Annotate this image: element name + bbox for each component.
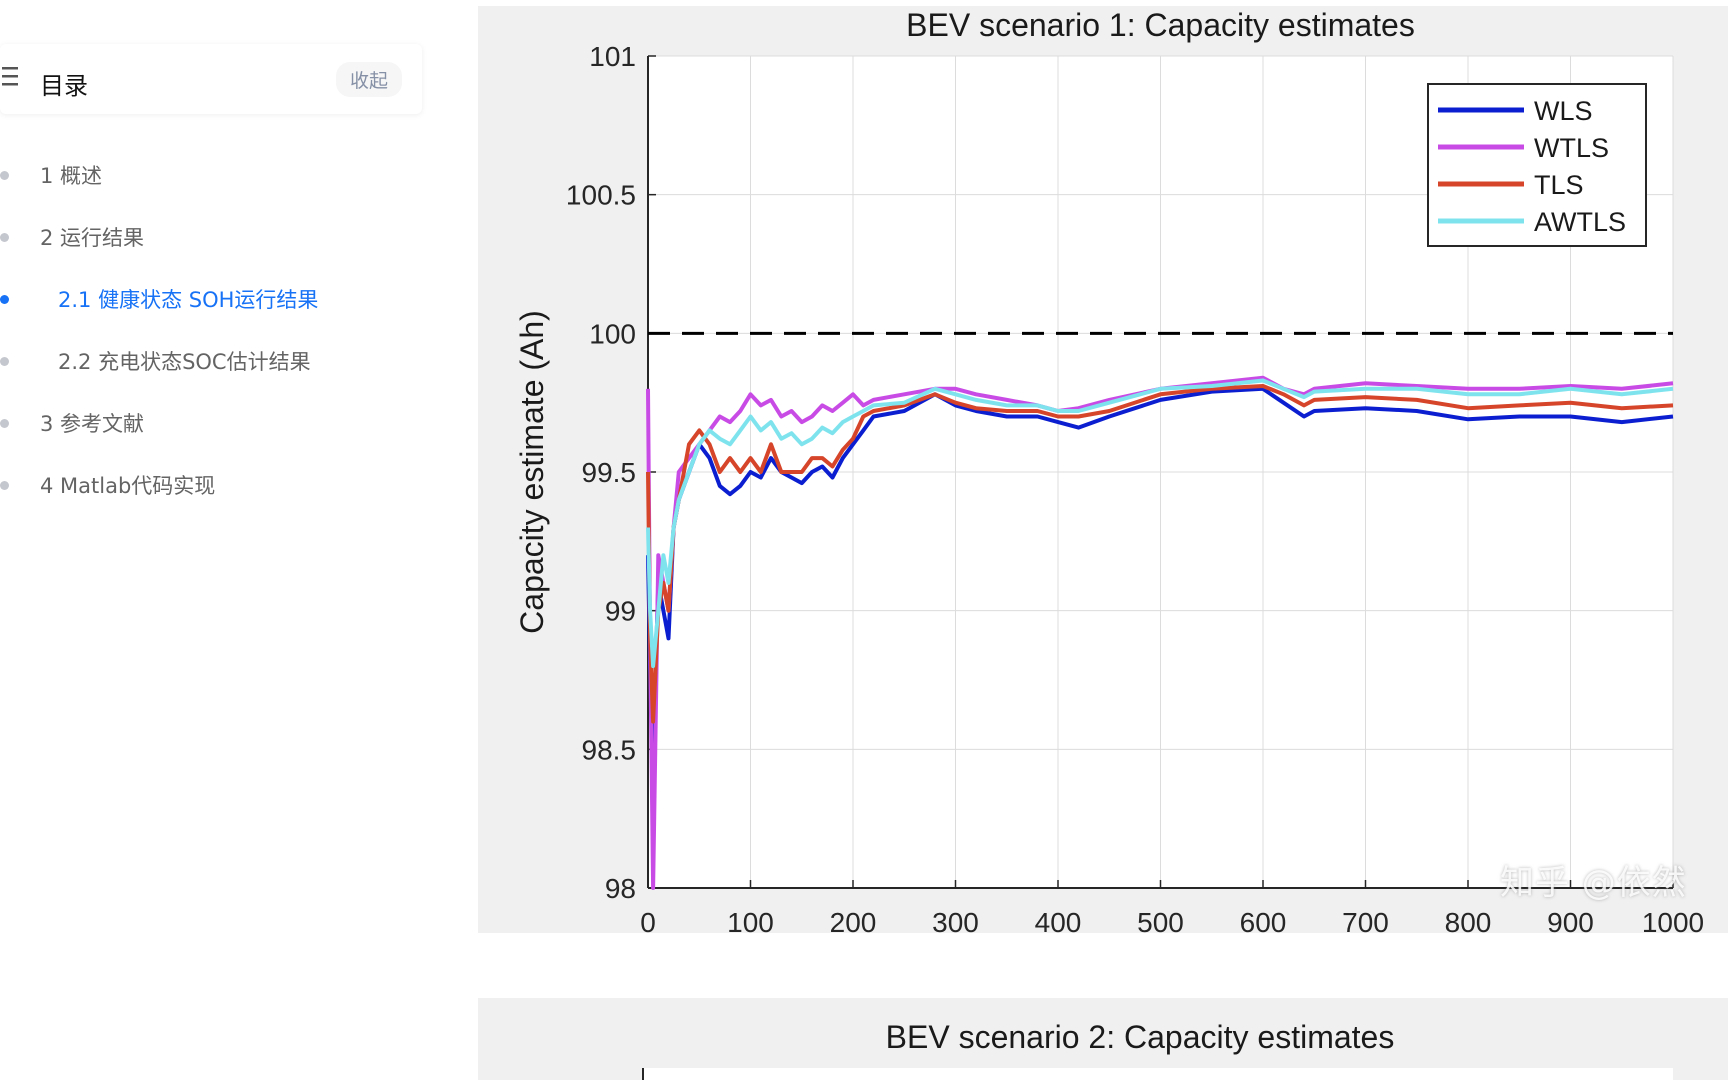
x-tick-label: 200 bbox=[830, 907, 877, 933]
legend-label: WLS bbox=[1534, 96, 1593, 126]
toc-item[interactable]: 3 参考文献 bbox=[0, 408, 145, 438]
toc-item-label: 1 概述 bbox=[40, 164, 103, 188]
chart-title: BEV scenario 1: Capacity estimates bbox=[906, 7, 1415, 43]
toc-item-label: 4 Matlab代码实现 bbox=[40, 474, 216, 498]
legend-label: AWTLS bbox=[1534, 207, 1626, 237]
plot-area bbox=[643, 1068, 1673, 1080]
toc-item[interactable]: 2.2 充电状态SOC估计结果 bbox=[0, 346, 311, 376]
y-tick-label: 100.5 bbox=[566, 180, 636, 211]
chart-title: BEV scenario 2: Capacity estimates bbox=[886, 1019, 1395, 1055]
toc-bullet-icon bbox=[0, 357, 9, 366]
toc-item[interactable]: 2 运行结果 bbox=[0, 222, 145, 252]
y-axis-label: Capacity estimate (Ah) bbox=[514, 310, 550, 634]
x-tick-label: 700 bbox=[1342, 907, 1389, 933]
toc-bullet-icon bbox=[0, 295, 9, 304]
series-line-tls bbox=[646, 384, 1674, 724]
legend-label: TLS bbox=[1534, 170, 1584, 200]
toc-bullet-icon bbox=[0, 481, 9, 490]
y-tick-label: 99.5 bbox=[582, 457, 637, 488]
toc-title: 目录 bbox=[40, 72, 88, 100]
y-tick-label: 98.5 bbox=[582, 734, 637, 765]
collapse-button[interactable]: 收起 bbox=[336, 62, 403, 97]
x-tick-label: 0 bbox=[640, 907, 656, 933]
x-tick-label: 100 bbox=[727, 907, 774, 933]
series-line-wtls bbox=[646, 375, 1674, 890]
figure-1: 0 100 200 300 400 500 600 700 800 900 1000 98 98.5 99… bbox=[478, 6, 1728, 938]
series-line-awtls bbox=[646, 378, 1674, 669]
x-tick-label: 800 bbox=[1445, 907, 1492, 933]
y-tick-label: 99 bbox=[605, 596, 636, 627]
x-tick-label: 300 bbox=[932, 907, 979, 933]
x-tick-label: 500 bbox=[1137, 907, 1184, 933]
toc-bullet-icon bbox=[0, 233, 9, 242]
capacity-chart-2: BEV scenario 2: Capacity estimates bbox=[642, 1019, 1673, 1080]
figure-2: BEV scenario 2: Capacity estimates bbox=[478, 998, 1728, 1080]
x-tick-label: 1000 bbox=[1642, 907, 1704, 933]
toc-item-label: 2 运行结果 bbox=[40, 226, 145, 250]
list-icon bbox=[2, 67, 18, 86]
capacity-chart-1: 0 100 200 300 400 500 600 700 800 900 1000 98 98.5 99… bbox=[514, 7, 1704, 938]
x-tick-label: 900 bbox=[1547, 907, 1594, 933]
toc-item[interactable]: 2.1 健康状态 SOH运行结果 bbox=[0, 284, 319, 314]
toc-item[interactable]: 1 概述 bbox=[0, 160, 103, 190]
toc-item-label: 3 参考文献 bbox=[40, 412, 145, 436]
toc-bullet-icon bbox=[0, 171, 9, 180]
y-tick-label: 101 bbox=[589, 41, 636, 72]
toc-header: 目录 收起 bbox=[0, 44, 422, 114]
toc-bullet-icon bbox=[0, 419, 9, 428]
watermark: 知乎 @依然 bbox=[1500, 863, 1687, 903]
y-tick-label: 100 bbox=[589, 318, 636, 349]
toc-item-label: 2.1 健康状态 SOH运行结果 bbox=[58, 288, 319, 312]
y-tick-label: 98 bbox=[605, 873, 636, 904]
toc-item-label: 2.2 充电状态SOC估计结果 bbox=[58, 350, 311, 374]
legend-label: WTLS bbox=[1534, 133, 1609, 163]
toc-item[interactable]: 4 Matlab代码实现 bbox=[0, 470, 216, 500]
x-tick-label: 600 bbox=[1240, 907, 1287, 933]
x-tick-label: 400 bbox=[1035, 907, 1082, 933]
